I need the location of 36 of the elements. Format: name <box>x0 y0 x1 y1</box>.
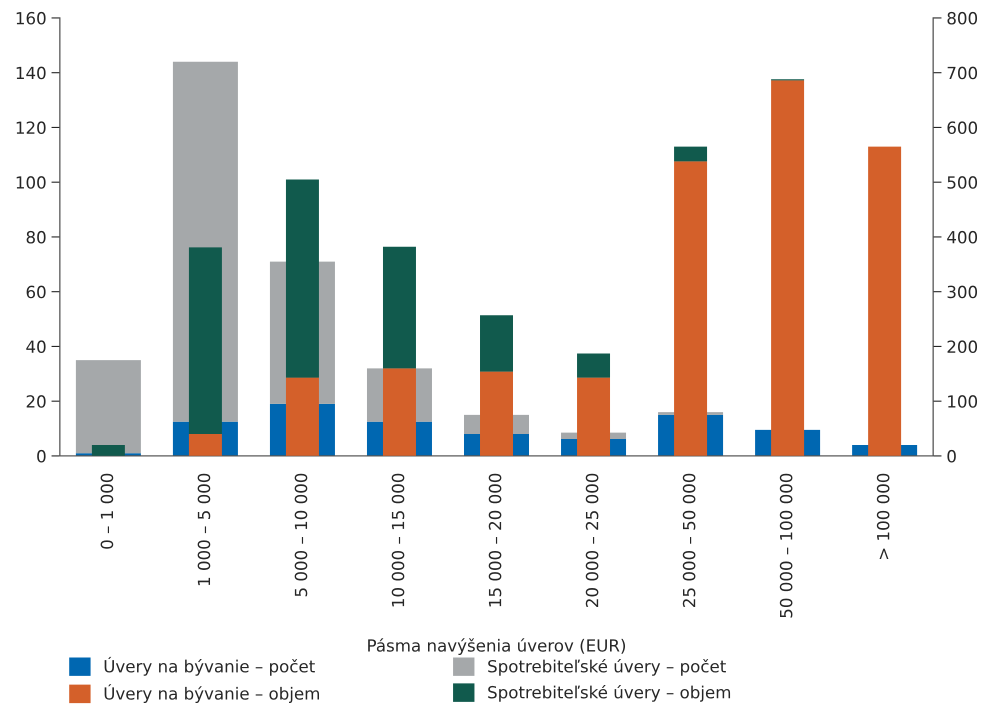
y-tick-label: 100 <box>16 176 46 189</box>
y-tick-label: 140 <box>16 66 46 80</box>
y2-tick-label: 500 <box>948 176 978 189</box>
bar <box>674 146 708 162</box>
y2-tick-label: 100 <box>948 395 978 408</box>
y-tick-label: 80 <box>26 230 46 244</box>
x-axis-title: Pásma navýšenia úverov (EUR) <box>368 638 626 656</box>
x-tick-label: 20 000 – 25 000 <box>586 474 598 607</box>
legend-label: Úvery na bývanie – objem <box>104 684 320 703</box>
legend-label: Úvery na bývanie – počet <box>104 656 315 676</box>
y-tick-label: 60 <box>26 286 46 298</box>
y2-tick-label: 0 <box>947 450 956 462</box>
y-tick-label: 160 <box>16 12 46 25</box>
x-tick-label: 10 000 – 15 000 <box>392 474 404 606</box>
x-tick-label: 15 000 – 20 000 <box>488 474 502 606</box>
bar <box>188 434 222 456</box>
bar <box>577 354 610 378</box>
legend-label: Spotrebiteľské úvery – objem <box>488 684 730 702</box>
y-tick-label: 120 <box>16 121 46 134</box>
y-tick-label: 20 <box>26 395 46 408</box>
y2-tick-label: 600 <box>947 121 978 134</box>
x-tick-label: 5 000 – 10 000 <box>294 474 308 596</box>
y2-tick-label: 700 <box>948 66 978 80</box>
y2-tick-label: 200 <box>948 340 978 354</box>
y-tick-label: 0 <box>37 450 46 462</box>
x-tick-label: > 100 000 <box>876 474 890 560</box>
y2-tick-label: 400 <box>947 230 978 244</box>
x-tick-label: 0 – 1 000 <box>100 474 114 549</box>
legend-label: Spotrebiteľské úvery – počet <box>488 658 726 676</box>
y2-tick-label: 800 <box>947 12 978 25</box>
x-tick-label: 25 000 – 50 000 <box>682 474 696 607</box>
y-tick-label: 40 <box>26 340 46 354</box>
bar <box>480 315 513 372</box>
y2-tick-label: 300 <box>948 286 978 298</box>
x-tick-label: 50 000 – 100 000 <box>780 474 792 618</box>
x-tick-label: 1 000 – 5 000 <box>198 474 210 586</box>
